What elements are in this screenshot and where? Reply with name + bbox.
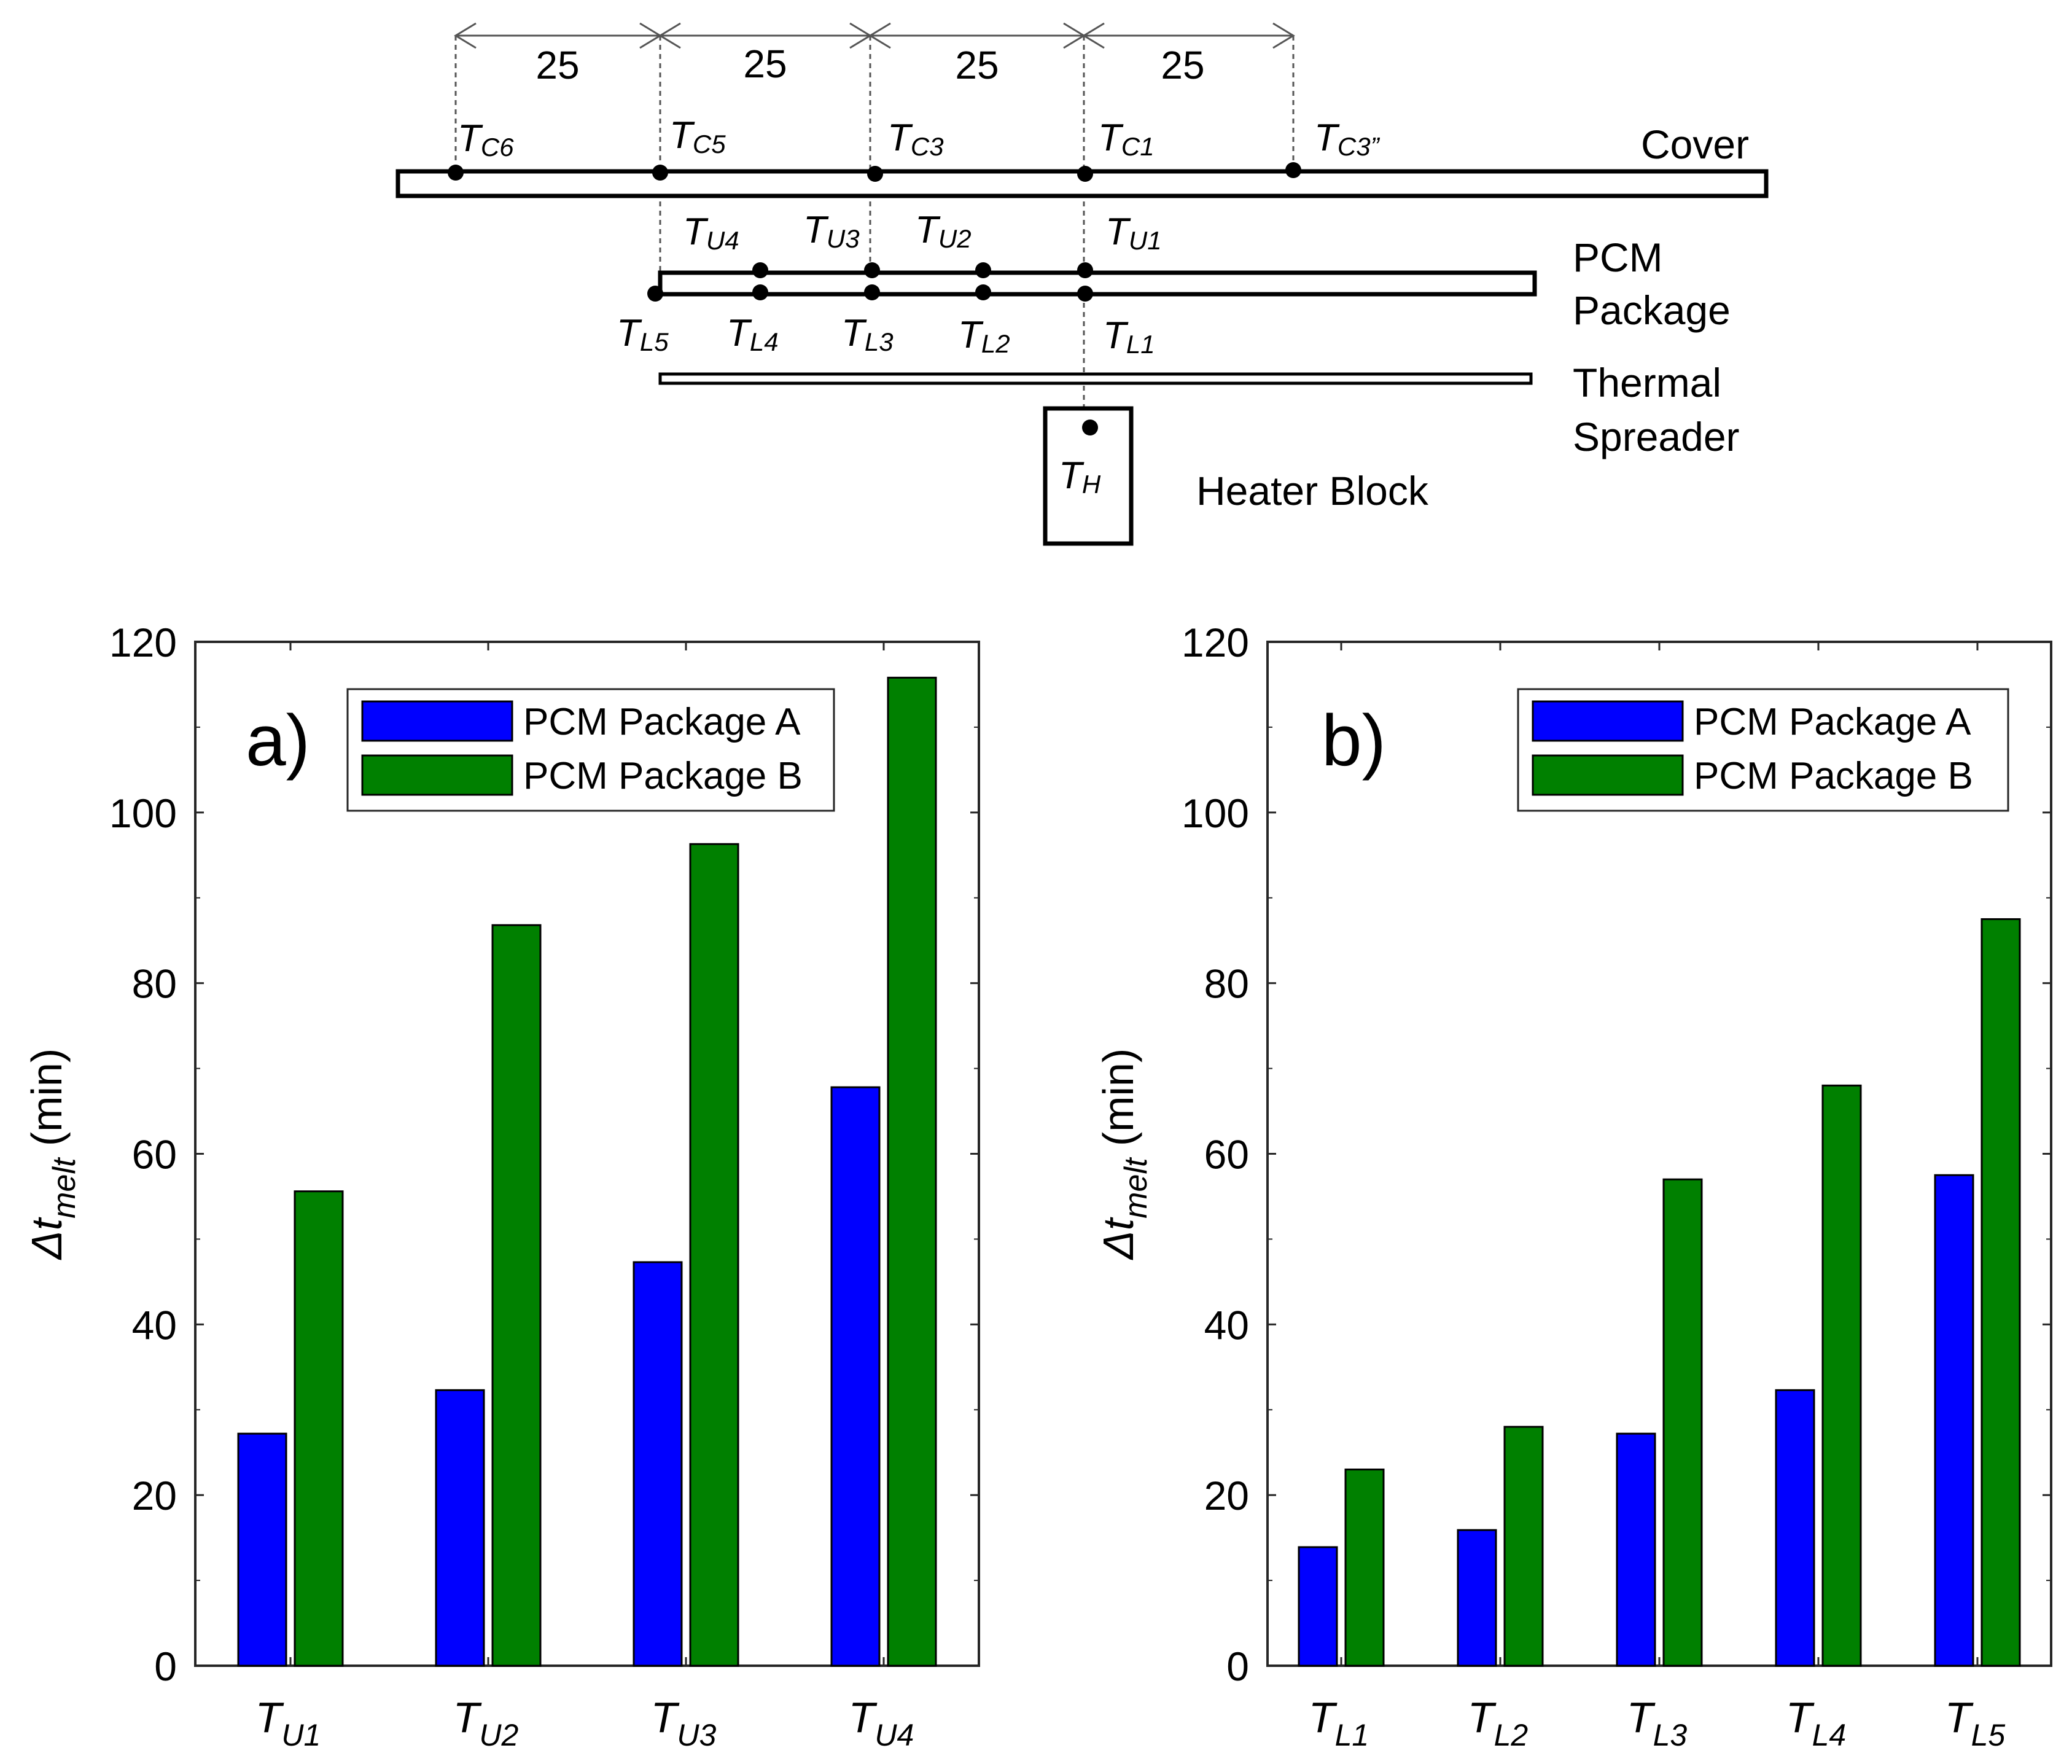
legend-label-package-a: PCM Package A bbox=[523, 701, 801, 743]
heater-sensor-dot bbox=[1082, 420, 1098, 435]
pcm-label-line1: PCM bbox=[1573, 235, 1663, 280]
sensor-label-u3: TU3 bbox=[803, 209, 860, 253]
legend-swatch-package-b bbox=[1532, 754, 1684, 796]
thermal-spreader bbox=[658, 372, 1533, 385]
bar-package-b bbox=[887, 676, 937, 1667]
y-tick-label: 40 bbox=[132, 1302, 177, 1348]
x-tick-label: TU1 bbox=[255, 1693, 321, 1752]
sensor-label-l5: TL5 bbox=[617, 312, 669, 356]
schematic: 25 25 25 25 Cover TC6 TC5 TC3 TC1 TC3” P… bbox=[395, 22, 1769, 546]
bar-package-b bbox=[1503, 1426, 1544, 1667]
legend-label-package-a: PCM Package A bbox=[1694, 701, 1971, 743]
chart-panel-a: 0 20 40 60 80 100 120 TU1 TU2 TU3 TU4 Δtmelt (min) a… bbox=[23, 620, 980, 1752]
sensor-label-u4: TU4 bbox=[683, 211, 739, 255]
guide-lines bbox=[454, 36, 1295, 424]
bar-package-a bbox=[1934, 1174, 1974, 1667]
bar-package-b bbox=[689, 843, 739, 1667]
legend-swatch-package-b bbox=[361, 754, 513, 796]
dimension-label: 25 bbox=[1161, 43, 1204, 87]
y-tick-label: 20 bbox=[132, 1473, 177, 1518]
y-tick-label: 120 bbox=[109, 620, 177, 665]
y-tick-label: 20 bbox=[1204, 1473, 1249, 1518]
sensor-label-l4: TL4 bbox=[726, 312, 779, 356]
dimension-label: 25 bbox=[955, 43, 999, 87]
sensor-label-l1: TL1 bbox=[1103, 314, 1155, 359]
bar-package-b bbox=[491, 924, 542, 1667]
panel-label: b) bbox=[1322, 700, 1386, 781]
x-tick-label: TL4 bbox=[1786, 1693, 1846, 1752]
y-axis-label: Δtmelt (min) bbox=[1094, 1048, 1154, 1261]
y-tick-label: 100 bbox=[109, 790, 177, 836]
x-tick-label: TL5 bbox=[1945, 1693, 2006, 1752]
bar-package-a bbox=[633, 1261, 683, 1667]
y-tick-label: 60 bbox=[132, 1132, 177, 1177]
y-tick-label: 0 bbox=[154, 1644, 177, 1689]
cover-label: Cover bbox=[1641, 122, 1749, 167]
pcm-label-line2: Package bbox=[1573, 287, 1731, 333]
legend-swatch-package-a bbox=[1532, 700, 1684, 742]
pcm-package bbox=[658, 270, 1537, 297]
dimension-label: 25 bbox=[536, 43, 579, 87]
sensor-label-l3: TL3 bbox=[841, 312, 894, 356]
bar-package-b bbox=[1662, 1178, 1703, 1667]
y-tick-label: 100 bbox=[1182, 790, 1249, 836]
x-tick-label: TU4 bbox=[849, 1693, 914, 1752]
y-tick-label: 40 bbox=[1204, 1302, 1249, 1348]
dimension-label: 25 bbox=[743, 42, 787, 86]
bar-package-a bbox=[1616, 1432, 1656, 1667]
y-axis-label: Δtmelt (min) bbox=[23, 1048, 82, 1261]
spreader-label-line2: Spreader bbox=[1573, 414, 1740, 459]
spreader-label-line1: Thermal bbox=[1573, 360, 1721, 405]
sensor-label-c3pp: TC3” bbox=[1314, 117, 1381, 161]
bar-package-a bbox=[1775, 1389, 1815, 1667]
y-tick-label: 80 bbox=[1204, 961, 1249, 1007]
bar-package-a bbox=[1457, 1529, 1497, 1667]
sensor-label-c5: TC5 bbox=[669, 114, 726, 158]
legend-label-package-b: PCM Package B bbox=[523, 755, 803, 797]
heater-label: Heater Block bbox=[1196, 468, 1429, 513]
y-tick-label: 0 bbox=[1226, 1644, 1249, 1689]
sensor-label-u1: TU1 bbox=[1105, 211, 1162, 255]
sensor-label-c6: TC6 bbox=[458, 117, 514, 162]
legend-label-package-b: PCM Package B bbox=[1694, 755, 1973, 797]
bar-package-b bbox=[1821, 1084, 1862, 1667]
cover-sensor-dots bbox=[448, 162, 1301, 182]
sensor-label-h: TH bbox=[1059, 455, 1101, 499]
bar-package-b bbox=[294, 1190, 344, 1667]
bar-package-a bbox=[237, 1432, 287, 1667]
sensor-label-c1: TC1 bbox=[1098, 117, 1155, 161]
legend-swatch-package-a bbox=[361, 700, 513, 742]
bar-package-a bbox=[830, 1086, 881, 1667]
sensor-label-u2: TU2 bbox=[915, 209, 972, 253]
sensor-label-l2: TL2 bbox=[958, 314, 1010, 358]
x-tick-label: TL2 bbox=[1468, 1693, 1529, 1752]
sensor-label-c3: TC3 bbox=[887, 117, 944, 161]
bar-package-a bbox=[1298, 1546, 1338, 1667]
x-tick-label: TU3 bbox=[651, 1693, 717, 1752]
x-tick-label: TL3 bbox=[1627, 1693, 1688, 1752]
x-tick-label: TU2 bbox=[453, 1693, 519, 1752]
x-tick-label: TL1 bbox=[1309, 1693, 1369, 1752]
pcm-sensor-dots bbox=[647, 262, 1093, 302]
chart-panel-b: 0 20 40 60 80 100 120 TL1 TL2 TL3 TL4 TL5 Δtmelt (mi… bbox=[1094, 620, 2052, 1752]
bar-package-b bbox=[1344, 1468, 1385, 1667]
panel-label: a) bbox=[246, 700, 310, 781]
y-tick-label: 120 bbox=[1182, 620, 1249, 665]
y-tick-label: 80 bbox=[132, 961, 177, 1007]
bar-package-a bbox=[435, 1389, 485, 1667]
y-tick-label: 60 bbox=[1204, 1132, 1249, 1177]
plot-area bbox=[1266, 641, 2052, 1667]
bar-package-b bbox=[1980, 918, 2021, 1667]
